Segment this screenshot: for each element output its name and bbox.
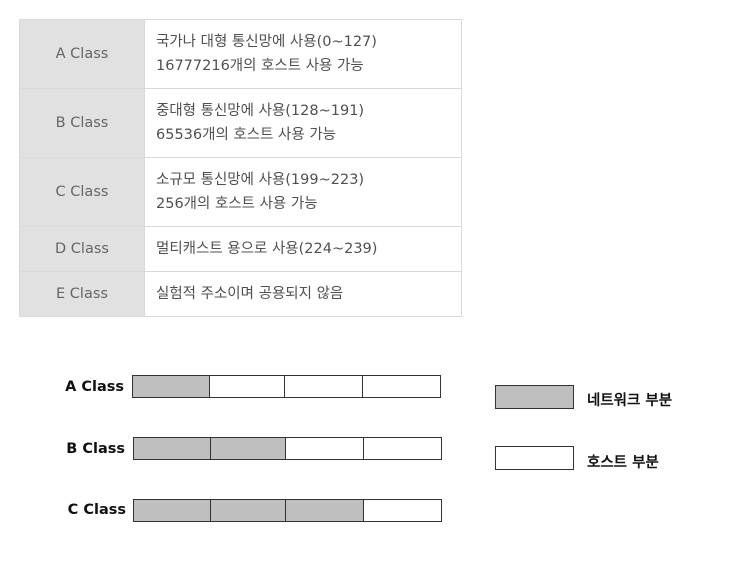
class-description-cell: 멀티캐스트 용으로 사용(224~239) [144, 226, 462, 272]
network-portion-segment [286, 500, 364, 521]
network-portion-segment [211, 438, 286, 459]
description-line: 국가나 대형 통신망에 사용(0~127) [156, 34, 377, 50]
legend-network-swatch [495, 385, 574, 409]
class-description-cell: 소규모 통신망에 사용(199~223) 256개의 호스트 사용 가능 [144, 157, 462, 227]
network-portion-segment [133, 376, 210, 397]
legend-network-label: 네트워크 부분 [587, 393, 673, 409]
class-name-cell: C Class [19, 157, 145, 227]
network-portion-segment [134, 438, 211, 459]
diagram-row-label-c: C Class [67, 502, 126, 518]
network-portion-segment [134, 500, 211, 521]
host-portion-segment [210, 376, 285, 397]
description-line: 256개의 호스트 사용 가능 [156, 196, 318, 212]
table-row: E Class 실험적 주소이며 공용되지 않음 [19, 271, 462, 317]
diagram-row-label-a: A Class [65, 379, 124, 395]
network-portion-segment [211, 500, 286, 521]
legend-host-swatch [495, 446, 574, 470]
description-line: 65536개의 호스트 사용 가능 [156, 127, 337, 143]
diagram-row-label-b: B Class [66, 441, 125, 457]
class-name-cell: A Class [19, 19, 145, 89]
address-bar-c [133, 499, 442, 522]
host-portion-segment [285, 376, 363, 397]
address-bar-a [132, 375, 441, 398]
class-description-cell: 국가나 대형 통신망에 사용(0~127) 16777216개의 호스트 사용 … [144, 19, 462, 89]
host-portion-segment [364, 500, 441, 521]
table-row: B Class 중대형 통신망에 사용(128~191) 65536개의 호스트… [19, 88, 462, 158]
legend-host-label: 호스트 부분 [587, 455, 659, 471]
ip-class-table: A Class 국가나 대형 통신망에 사용(0~127) 16777216개의… [19, 19, 462, 317]
table-row: C Class 소규모 통신망에 사용(199~223) 256개의 호스트 사… [19, 157, 462, 227]
description-line: 소규모 통신망에 사용(199~223) [156, 172, 365, 188]
description-line: 멀티캐스트 용으로 사용(224~239) [156, 241, 378, 257]
table-row: D Class 멀티캐스트 용으로 사용(224~239) [19, 226, 462, 272]
class-description-cell: 실험적 주소이며 공용되지 않음 [144, 271, 462, 317]
host-portion-segment [286, 438, 364, 459]
class-name-cell: E Class [19, 271, 145, 317]
class-name-cell: B Class [19, 88, 145, 158]
class-description-cell: 중대형 통신망에 사용(128~191) 65536개의 호스트 사용 가능 [144, 88, 462, 158]
description-line: 실험적 주소이며 공용되지 않음 [156, 286, 344, 302]
class-name-cell: D Class [19, 226, 145, 272]
host-portion-segment [364, 438, 441, 459]
table-row: A Class 국가나 대형 통신망에 사용(0~127) 16777216개의… [19, 19, 462, 89]
description-line: 중대형 통신망에 사용(128~191) [156, 103, 365, 119]
address-bar-b [133, 437, 442, 460]
description-line: 16777216개의 호스트 사용 가능 [156, 58, 364, 74]
host-portion-segment [363, 376, 440, 397]
